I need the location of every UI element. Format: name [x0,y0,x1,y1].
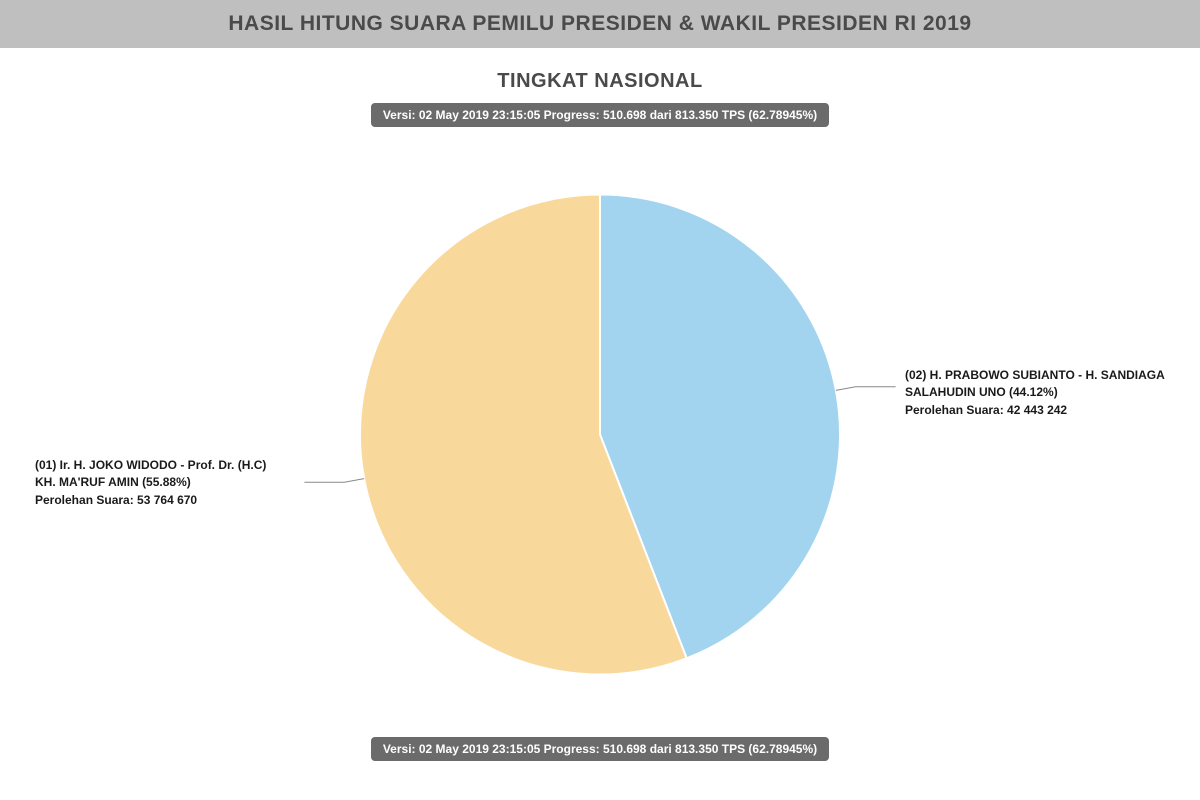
label-01-line1: (01) Ir. H. JOKO WIDODO - Prof. Dr. (H.C… [35,458,266,472]
leader-line-candidate-02 [836,387,896,391]
version-badge-top: Versi: 02 May 2019 23:15:05 Progress: 51… [371,103,829,127]
label-02-line1: (02) H. PRABOWO SUBIANTO - H. SANDIAGA [905,368,1165,382]
slice-label-candidate-01: (01) Ir. H. JOKO WIDODO - Prof. Dr. (H.C… [35,457,315,509]
subtitle: TINGKAT NASIONAL [0,70,1200,93]
label-02-line2: SALAHUDIN UNO (44.12%) [905,385,1058,399]
page-title: HASIL HITUNG SUARA PEMILU PRESIDEN & WAK… [0,12,1200,36]
pie-chart-area: (01) Ir. H. JOKO WIDODO - Prof. Dr. (H.C… [0,137,1200,727]
label-01-line2: KH. MA'RUF AMIN (55.88%) [35,475,191,489]
header-bar: HASIL HITUNG SUARA PEMILU PRESIDEN & WAK… [0,0,1200,48]
version-badge-bottom-wrap: Versi: 02 May 2019 23:15:05 Progress: 51… [0,727,1200,761]
slice-label-candidate-02: (02) H. PRABOWO SUBIANTO - H. SANDIAGA S… [905,367,1185,419]
pie-chart [150,150,1050,715]
version-badge-bottom: Versi: 02 May 2019 23:15:05 Progress: 51… [371,737,829,761]
version-badge-top-wrap: Versi: 02 May 2019 23:15:05 Progress: 51… [0,93,1200,127]
pie-svg [150,150,1050,710]
label-02-line3: Perolehan Suara: 42 443 242 [905,403,1067,417]
label-01-line3: Perolehan Suara: 53 764 670 [35,493,197,507]
